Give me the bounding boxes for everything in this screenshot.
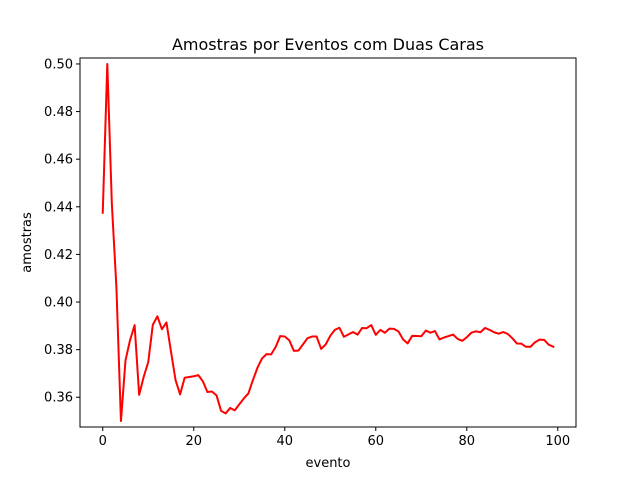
x-tick-label: 40 xyxy=(276,434,293,449)
x-tick-label: 100 xyxy=(545,434,570,449)
x-tick-label: 0 xyxy=(99,434,107,449)
chart-title: Amostras por Eventos com Duas Caras xyxy=(172,35,484,54)
x-axis-label: evento xyxy=(306,456,351,471)
x-tick-label: 20 xyxy=(185,434,202,449)
y-tick-label: 0.48 xyxy=(44,105,73,120)
x-tick-label: 60 xyxy=(368,434,385,449)
y-tick-label: 0.44 xyxy=(44,200,73,215)
y-tick-label: 0.42 xyxy=(44,248,73,263)
series-line-0 xyxy=(101,62,555,423)
y-tick-label: 0.50 xyxy=(44,57,73,72)
y-axis-label: amostras xyxy=(20,212,35,273)
x-tick-label: 80 xyxy=(459,434,476,449)
series-layer xyxy=(101,62,555,423)
y-tick-label: 0.40 xyxy=(44,296,73,311)
y-tick-label: 0.46 xyxy=(44,153,73,168)
y-tick-label: 0.38 xyxy=(44,343,73,358)
y-tick-label: 0.36 xyxy=(44,391,73,406)
ticks-layer: 0 20 40 60 80 100 0.36 0.38 0.40 0.42 0.44 0.46 0.48… xyxy=(44,57,570,449)
plot-area-frame xyxy=(79,57,577,428)
